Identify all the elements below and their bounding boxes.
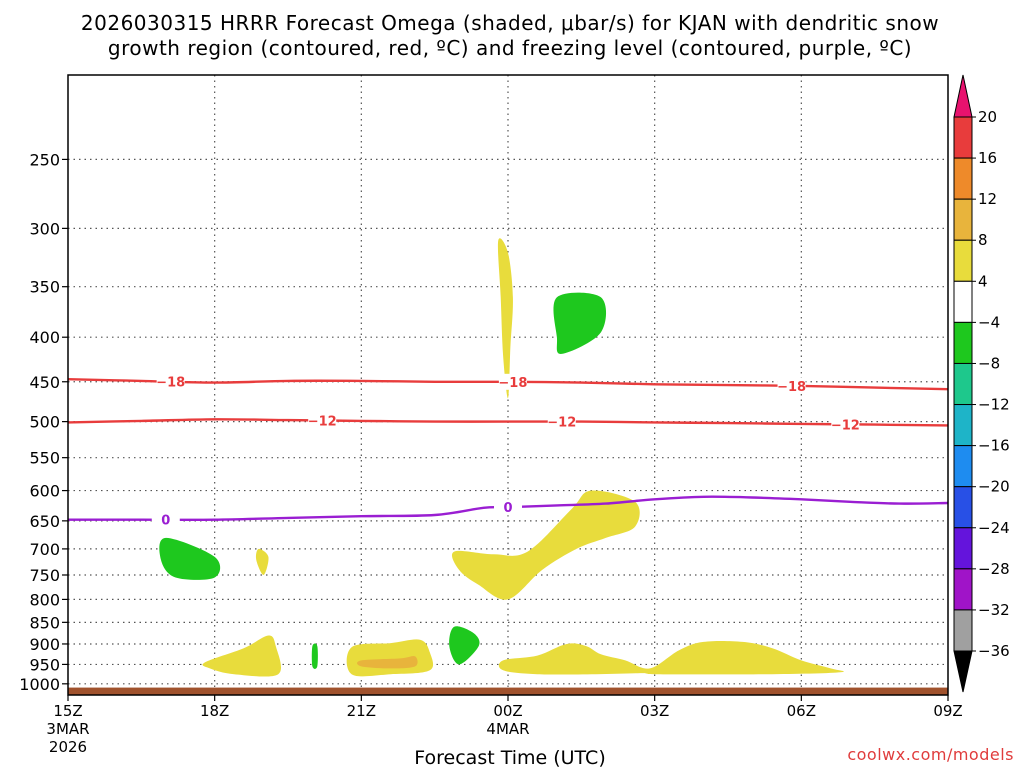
omega-region-yellow-blob-930-b — [346, 639, 434, 677]
y-tick-label-300: 300 — [29, 219, 60, 238]
omega-region-orange-blob-930 — [357, 656, 418, 669]
colorbar-label-3: 8 — [978, 231, 988, 249]
x-tick-label-21Z: 21Z — [347, 702, 376, 720]
contour-label-bg-freezing-level-0-1 — [494, 499, 522, 516]
y-tick-label-400: 400 — [29, 328, 60, 347]
y-tick-label-900: 900 — [29, 635, 60, 654]
colorbar-label-2: 12 — [978, 190, 997, 208]
omega-region-green-blob-380 — [553, 292, 607, 354]
colorbar-label-12: −32 — [978, 601, 1010, 619]
contour-label-bg-dgz-minus-12-1 — [547, 413, 576, 430]
y-tick-label-850: 850 — [29, 613, 60, 632]
colorbar-segment-10 — [953, 527, 973, 570]
x-tick-label-15Z: 15Z — [53, 702, 82, 720]
x-tick-sub2-15Z: 2026 — [49, 738, 87, 756]
contour-label-dgz-minus-12-1: −12 — [547, 416, 576, 431]
x-tick-sub1-15Z: 3MAR — [46, 720, 89, 738]
colorbar-segment-4 — [953, 280, 973, 323]
contours: −18 −18 −18 −12 −12 −12 0 0 — [67, 373, 949, 529]
contour-dgz-minus-12 — [67, 418, 949, 427]
contour-label-bg-dgz-minus-18-1 — [498, 373, 527, 390]
colorbar-segment-11 — [953, 568, 973, 611]
x-tick-label-09Z: 09Z — [933, 702, 962, 720]
colorbar-label-9: −20 — [978, 478, 1010, 496]
omega-region-yellow-blob-930-a — [202, 635, 282, 677]
colorbar-top-arrow — [953, 74, 973, 118]
contour-label-bg-dgz-minus-12-0 — [308, 412, 337, 429]
colorbar-label-0: 20 — [978, 108, 997, 126]
colorbar-segment-5 — [953, 321, 973, 364]
y-tick-label-800: 800 — [29, 590, 60, 609]
x-tick-label-06Z: 06Z — [787, 702, 816, 720]
contour-label-bg-dgz-minus-18-0 — [156, 373, 185, 390]
ground-band — [68, 687, 948, 695]
plot-frame — [67, 74, 949, 696]
colorbar-label-10: −24 — [978, 519, 1010, 537]
colorbar-segment-6 — [953, 362, 973, 406]
y-tick-label-650: 650 — [29, 512, 60, 531]
contour-label-bg-freezing-level-0-0 — [151, 511, 180, 528]
y-tick-label-700: 700 — [29, 540, 60, 559]
colorbar-segment-9 — [953, 486, 973, 529]
contour-freezing-level-0 — [68, 495, 949, 522]
contour-label-dgz-minus-18-1: −18 — [498, 376, 527, 391]
colorbar-segment-7 — [953, 404, 973, 447]
contour-label-bg-dgz-minus-12-2 — [831, 416, 860, 433]
y-tick-label-750: 750 — [29, 566, 60, 585]
colorbar-segment-3 — [953, 239, 973, 282]
x-tick-sub1-00Z: 4MAR — [486, 720, 529, 738]
colorbar-label-1: 16 — [978, 149, 997, 167]
ground-band-fill — [68, 687, 948, 695]
colorbar-segment-8 — [953, 445, 973, 488]
contour-label-freezing-level-0-0: 0 — [161, 514, 170, 529]
colorbar-label-11: −28 — [978, 560, 1010, 578]
y-tick-label-550: 550 — [29, 449, 60, 468]
x-tick-label-00Z: 00Z — [493, 702, 522, 720]
contour-label-dgz-minus-18-0: −18 — [156, 376, 185, 391]
y-tick-label-350: 350 — [29, 278, 60, 297]
omega-regions — [159, 238, 844, 677]
omega-region-green-blob-900 — [449, 626, 480, 665]
colorbar-label-6: −8 — [978, 354, 1000, 372]
colorbar: 20 16 12 8 4 −4 −8 −12 −16 −20 −24 −28 −32 −36 — [953, 74, 1010, 693]
chart-title-line2: growth region (contoured, red, ºC) and f… — [108, 36, 912, 60]
y-tick-label-600: 600 — [29, 482, 60, 501]
y-tick-label-950: 950 — [29, 655, 60, 674]
y-tick-label-450: 450 — [29, 373, 60, 392]
y-axis-ticks: 250 300 350 400 450 500 550 600 650 700 750 800 850 9… — [19, 150, 68, 694]
colorbar-label-8: −16 — [978, 437, 1010, 455]
y-tick-label-500: 500 — [29, 413, 60, 432]
credit-text: coolwx.com/models — [847, 745, 1014, 764]
colorbar-label-5: −4 — [978, 313, 1000, 331]
omega-region-yellow-blob-700 — [451, 490, 640, 600]
omega-region-green-blob-720 — [159, 537, 221, 580]
colorbar-label-4: 4 — [978, 272, 988, 290]
omega-region-green-sliver-930 — [311, 643, 318, 669]
colorbar-segment-12 — [953, 609, 973, 652]
colorbar-segment-0 — [953, 116, 973, 159]
omega-region-yellow-speck-720 — [255, 548, 269, 576]
colorbar-label-7: −12 — [978, 396, 1010, 414]
x-tick-label-18Z: 18Z — [200, 702, 229, 720]
contour-label-bg-dgz-minus-18-2 — [777, 377, 806, 394]
contour-label-dgz-minus-12-0: −12 — [308, 414, 337, 429]
contour-label-dgz-minus-12-2: −12 — [831, 418, 860, 433]
colorbar-bottom-arrow — [953, 650, 973, 693]
colorbar-segment-1 — [953, 157, 973, 200]
colorbar-segment-2 — [953, 198, 973, 241]
chart-title-line1: 2026030315 HRRR Forecast Omega (shaded, … — [81, 11, 939, 35]
x-axis-label: Forecast Time (UTC) — [414, 747, 605, 768]
x-tick-label-03Z: 03Z — [640, 702, 669, 720]
colorbar-label-13: −36 — [978, 642, 1010, 660]
omega-region-yellow-blob-940-c — [498, 640, 844, 675]
omega-region-yellow-spike-350 — [497, 238, 513, 399]
contour-label-dgz-minus-18-2: −18 — [777, 380, 806, 395]
contour-label-freezing-level-0-1: 0 — [503, 501, 512, 516]
y-tick-label-250: 250 — [29, 150, 60, 169]
y-tick-label-1000: 1000 — [19, 675, 60, 694]
